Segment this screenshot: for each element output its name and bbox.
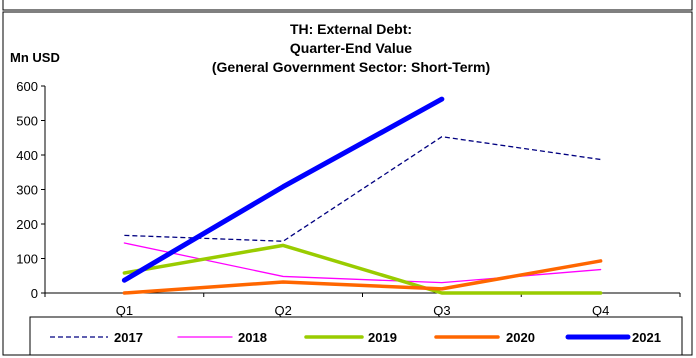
chart-title-line-2: Quarter-End Value: [290, 40, 412, 56]
y-tick-label: 100: [16, 252, 38, 267]
series-line-2020: [122, 259, 603, 295]
series-line-2021: [121, 96, 445, 283]
y-tick-label: 0: [31, 286, 38, 301]
legend-label-2017: 2017: [114, 330, 143, 345]
legend-label-2021: 2021: [632, 330, 661, 345]
y-axis-label: Mn USD: [10, 50, 60, 65]
series-line-2017: [124, 136, 601, 242]
y-tick-label: 400: [16, 148, 38, 163]
y-tick-label: 300: [16, 183, 38, 198]
legend-label-2019: 2019: [368, 330, 397, 345]
y-tick-label: 200: [16, 217, 38, 232]
x-tick-label: Q1: [116, 303, 133, 318]
x-tick-label: Q2: [274, 303, 291, 318]
chart-title-line-3: (General Government Sector: Short-Term): [212, 59, 490, 75]
top-strip-frame: [2, 0, 693, 11]
legend-label-2020: 2020: [506, 330, 535, 345]
series-line-2018: [123, 242, 602, 284]
x-tick-label: Q3: [433, 303, 450, 318]
legend-label-2018: 2018: [238, 330, 267, 345]
chart-title-line-1: TH: External Debt:: [290, 21, 412, 37]
x-tick-label: Q4: [592, 303, 609, 318]
y-tick-label: 500: [16, 114, 38, 129]
legend: 2017 2018 2019 2020 2021: [29, 316, 683, 356]
plot-area: 0 100 200 300 400 500 600 Q1 Q2 Q3 Q4: [16, 79, 681, 318]
series-line-2019: [122, 243, 603, 295]
y-tick-label: 600: [16, 79, 38, 94]
